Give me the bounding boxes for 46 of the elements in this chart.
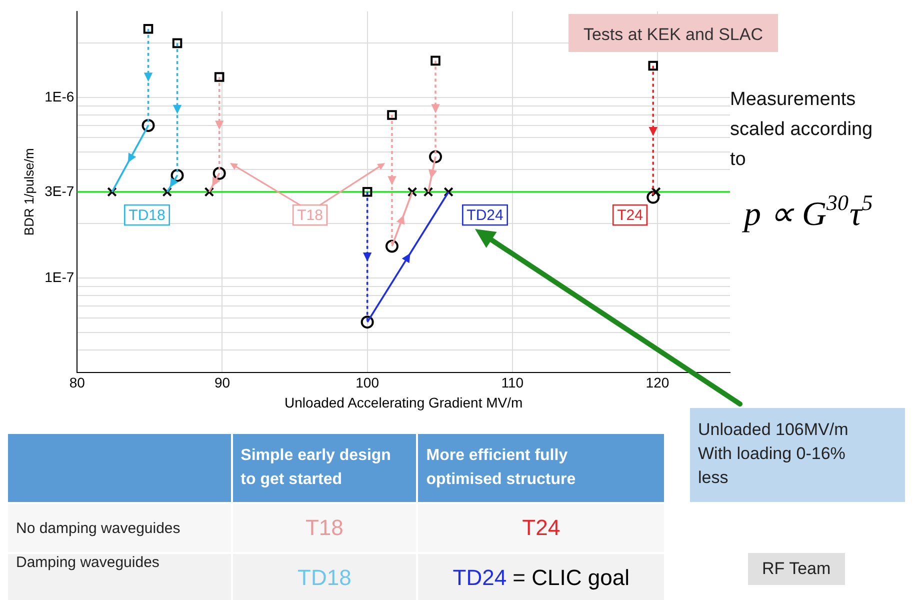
category-label: Simple early design to get started	[232, 434, 416, 502]
point	[646, 190, 660, 204]
point	[170, 168, 184, 182]
point	[214, 72, 224, 82]
category-label: No damping waveguides	[16, 520, 180, 536]
x-tick-label: 100	[356, 374, 380, 391]
text: TD18	[298, 565, 352, 590]
point	[142, 118, 155, 132]
point	[362, 187, 372, 197]
y-tick-label: 1E-6	[44, 88, 74, 104]
point	[385, 240, 398, 253]
point	[407, 187, 418, 197]
y-axis-title: BDR 1/pulse/m	[21, 148, 36, 236]
point	[387, 110, 397, 120]
point	[172, 38, 182, 48]
y-tick-label: 1E-7	[44, 268, 74, 285]
annotation: Tests at KEK and SLAC	[583, 25, 764, 44]
annotation: TD18	[128, 207, 166, 224]
point	[444, 187, 454, 197]
annotation: T18	[297, 207, 323, 224]
x-axis-title: Unloaded Accelerating Gradient MV/m	[284, 394, 523, 410]
point	[143, 24, 154, 34]
text: T24	[522, 515, 560, 540]
x-tick-label: 120	[646, 374, 670, 391]
annotation: TD24	[466, 207, 504, 224]
point	[107, 187, 117, 197]
point	[648, 60, 658, 71]
point	[429, 150, 442, 164]
category-label: Damping waveguides	[16, 554, 160, 571]
category-label: More efficient fully optimised structure	[418, 434, 664, 502]
x-tick-label: 110	[501, 374, 524, 391]
text: T18	[305, 515, 344, 540]
point	[162, 187, 172, 197]
point	[430, 56, 440, 66]
point	[212, 166, 226, 180]
text: RF Team	[748, 553, 845, 585]
y-tick-label: 3E-7	[44, 182, 74, 199]
point	[204, 187, 214, 197]
point	[423, 187, 434, 197]
x-tick-label: 80	[69, 374, 86, 391]
point	[360, 316, 374, 329]
text: Unloaded 106MV/m With loading 0-16% less	[698, 420, 848, 487]
x-tick-label: 90	[214, 374, 230, 391]
annotation: Measurements scaled according to	[730, 89, 873, 170]
annotation: T24	[617, 207, 643, 224]
text: TD24 = CLIC goal	[452, 565, 630, 590]
